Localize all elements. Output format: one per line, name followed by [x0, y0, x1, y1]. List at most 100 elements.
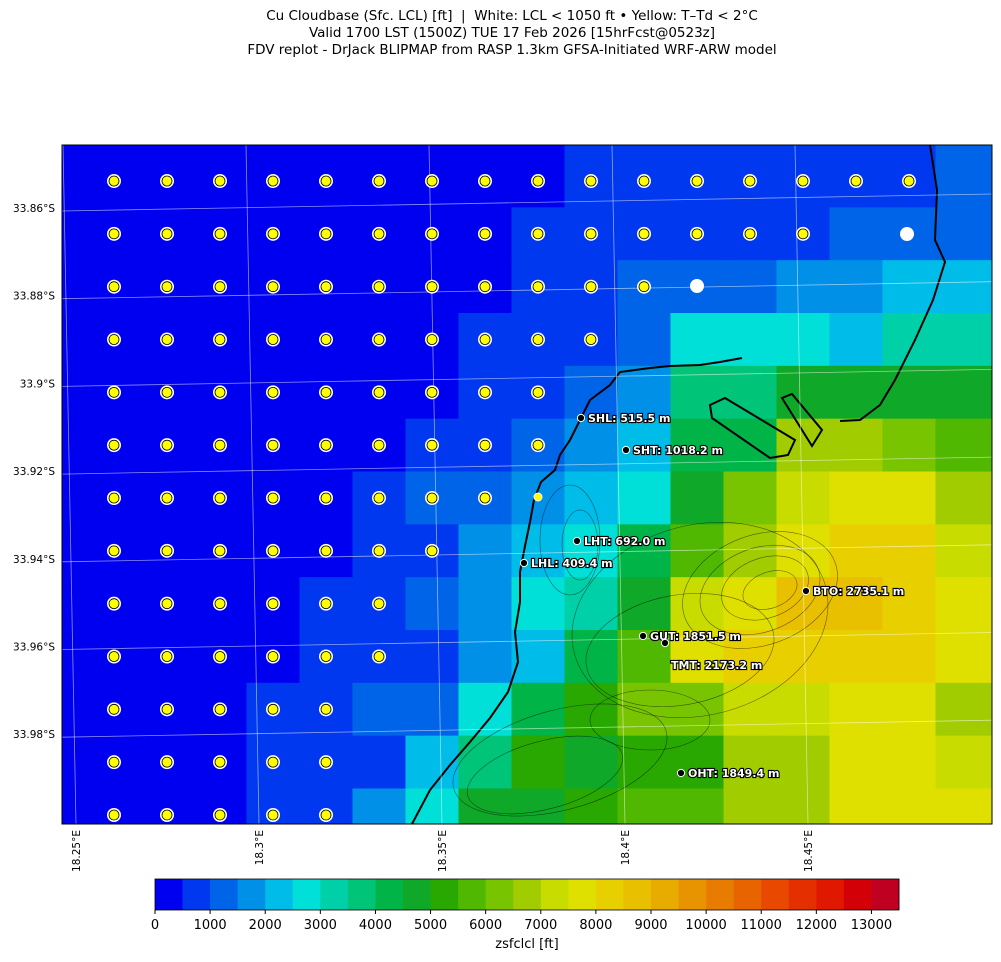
field-cell [564, 630, 618, 684]
field-cell [670, 418, 724, 473]
field-cell [776, 313, 830, 367]
yellow-dot [638, 281, 650, 293]
white-dot [690, 279, 704, 293]
field-cell [564, 524, 618, 578]
yellow-dot [744, 228, 756, 240]
field-cell [882, 735, 936, 790]
station-dot [676, 768, 686, 778]
colorbar-segment [458, 879, 487, 910]
field-cell [723, 313, 777, 367]
field-cell [62, 207, 88, 261]
yellow-dot [373, 386, 385, 398]
colorbar-tick-label: 5000 [414, 918, 447, 933]
yellow-dot [903, 175, 915, 187]
field-cell [87, 145, 141, 156]
field-cell [405, 577, 459, 631]
lat-label: 33.98°S [13, 729, 55, 741]
graticule-line [62, 456, 992, 475]
lon-label: 18.4°E [620, 830, 632, 865]
colorbar-tick-label: 4000 [359, 918, 392, 933]
field-cell [458, 577, 512, 631]
field-cell [776, 418, 830, 473]
field-cell [62, 682, 88, 737]
colorbar-segment [595, 879, 624, 910]
yellow-dot [267, 281, 279, 293]
field-cell [62, 788, 88, 824]
yellow-dot [320, 545, 332, 557]
field-cell [458, 682, 512, 737]
lon-label: 18.3°E [254, 830, 266, 865]
station-label: SHT: 1018.2 m [633, 444, 723, 457]
field-cell [829, 207, 883, 261]
yellow-dot [691, 228, 703, 240]
lat-label: 33.92°S [13, 466, 55, 478]
yellow-dot [267, 651, 279, 662]
field-cell [670, 471, 724, 526]
yellow-dot [373, 492, 385, 504]
colorbar-segment [210, 879, 239, 910]
station-dot [572, 536, 582, 546]
field-cell [458, 630, 512, 684]
yellow-dot [214, 281, 226, 293]
field-cell [829, 471, 883, 526]
yellow-dot [108, 281, 120, 293]
coastline [411, 145, 947, 824]
graticule-line [428, 145, 443, 824]
field-cell [882, 313, 936, 367]
field-cell [62, 145, 88, 156]
graticule [62, 145, 992, 824]
field-cell [564, 365, 618, 420]
field-cell [62, 418, 88, 473]
field-cell [776, 682, 830, 737]
lat-label: 33.96°S [13, 642, 55, 654]
field-cell [458, 735, 512, 790]
colorbar-segment [540, 879, 569, 910]
yellow-dot [320, 228, 332, 240]
yellow-dot [267, 598, 279, 610]
station-dot [621, 445, 631, 455]
title-line: FDV replot - DrJack BLIPMAP from RASP 1.… [247, 42, 776, 58]
graticule-line [62, 544, 992, 563]
field-cell [723, 145, 777, 156]
field-cell [564, 682, 618, 737]
field-cell [882, 682, 936, 737]
station-dot [660, 638, 670, 648]
field-cell [670, 365, 724, 420]
field-cell [62, 735, 88, 790]
field-cell [511, 630, 565, 684]
field-cell [829, 788, 883, 824]
yellow-dot [267, 545, 279, 557]
station-label: OHT: 1849.4 m [688, 767, 779, 780]
yellow-dot [108, 492, 120, 504]
colorbar-tick-label: 11000 [741, 918, 782, 933]
yellow-dot [108, 386, 120, 398]
yellow-dot [267, 334, 279, 345]
field-cell [723, 577, 777, 631]
yellow-dot [585, 175, 597, 187]
yellow-dot [108, 439, 120, 451]
field-cell [617, 735, 671, 790]
field-cell [670, 145, 724, 156]
yellow-dot [161, 492, 173, 504]
field-cell [564, 735, 618, 790]
colorbar-tick-label: 6000 [469, 918, 502, 933]
yellow-dot [585, 281, 597, 293]
yellow-dot [108, 651, 120, 662]
colorbar-segment [265, 879, 294, 910]
field-cell [564, 145, 618, 156]
colorbar-segment [292, 879, 321, 910]
field-cell [935, 630, 992, 684]
yellow-dot [161, 386, 173, 398]
field-cell [723, 524, 777, 578]
yellow-dot [108, 598, 120, 610]
station-dot [638, 631, 648, 641]
lat-label: 33.88°S [13, 291, 55, 303]
yellow-dot [320, 334, 332, 345]
yellow-dot [320, 598, 332, 610]
yellow-dot [638, 175, 650, 187]
yellow-dot [161, 439, 173, 451]
yellow-dot [214, 386, 226, 398]
field-cell [617, 313, 671, 367]
field-cell [882, 788, 936, 824]
